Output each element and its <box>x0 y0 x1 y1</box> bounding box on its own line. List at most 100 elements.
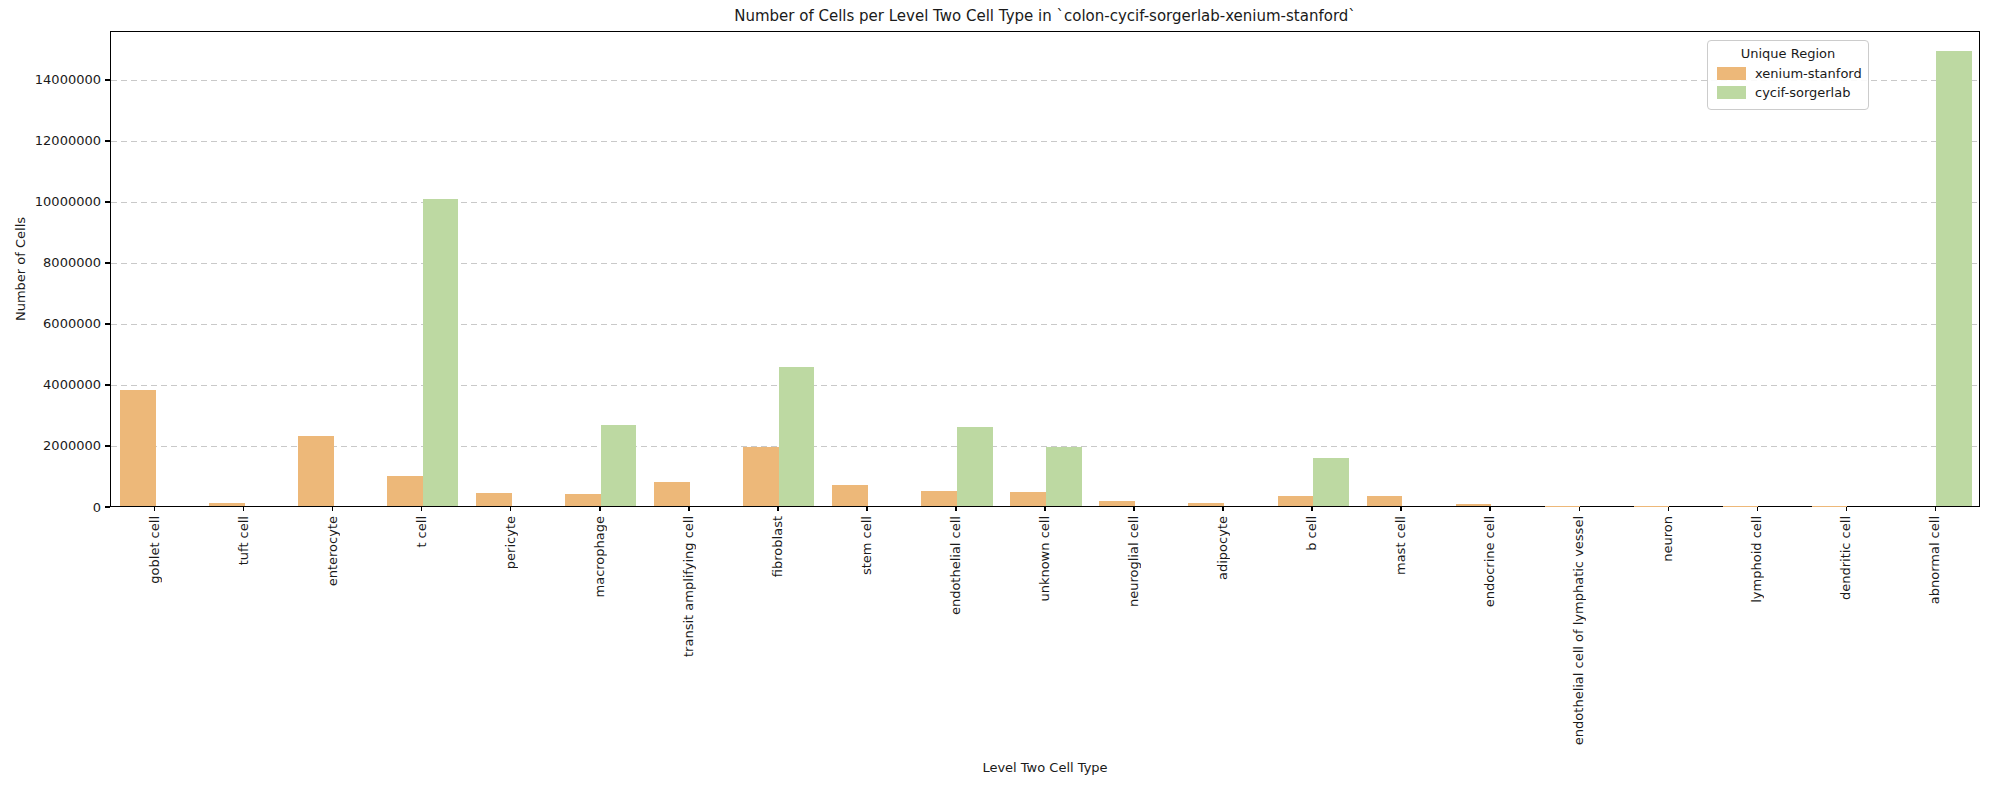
y-tick-label-2000000: 2000000 <box>21 439 101 452</box>
bar-xenium-stanford-enterocyte <box>298 436 334 506</box>
y-tick-mark <box>105 445 110 447</box>
x-tick-mark <box>1489 506 1491 511</box>
bar-chart-figure: Number of Cells per Level Two Cell Type … <box>0 0 1990 790</box>
bar-xenium-stanford-mast-cell <box>1367 496 1403 506</box>
x-tick-mark <box>421 506 423 511</box>
gridline-y-14000000 <box>111 80 1979 81</box>
x-tick-mark <box>1757 506 1759 511</box>
gridline-y-6000000 <box>111 324 1979 325</box>
x-tick-mark <box>1579 506 1581 511</box>
x-tick-label-t-cell: t cell <box>414 516 430 548</box>
x-tick-mark <box>1668 506 1670 511</box>
x-tick-mark <box>1311 506 1313 511</box>
gridline-y-12000000 <box>111 141 1979 142</box>
bar-xenium-stanford-endocrine-cell <box>1456 504 1492 506</box>
legend-entry-cycif-sorgerlab: cycif-sorgerlab <box>1717 83 1859 102</box>
y-tick-label-12000000: 12000000 <box>21 134 101 147</box>
bar-cycif-sorgerlab-b-cell <box>1313 458 1349 506</box>
x-tick-label-lymphoid-cell: lymphoid cell <box>1749 516 1765 603</box>
y-tick-mark <box>105 384 110 386</box>
x-tick-label-pericyte: pericyte <box>503 516 519 569</box>
x-tick-label-unknown-cell: unknown cell <box>1037 516 1053 602</box>
legend-title: Unique Region <box>1717 46 1859 61</box>
x-tick-mark <box>955 506 957 511</box>
x-tick-label-macrophage: macrophage <box>592 516 608 598</box>
bar-xenium-stanford-unknown-cell <box>1010 492 1046 506</box>
x-tick-label-goblet-cell: goblet cell <box>147 516 163 584</box>
x-tick-mark <box>777 506 779 511</box>
chart-title: Number of Cells per Level Two Cell Type … <box>110 7 1980 25</box>
bar-xenium-stanford-transit-amplifying-cell <box>654 482 690 506</box>
x-tick-label-b-cell: b cell <box>1304 516 1320 551</box>
gridline-y-10000000 <box>111 202 1979 203</box>
x-tick-label-endocrine-cell: endocrine cell <box>1482 516 1498 607</box>
legend: Unique Region xenium-stanford cycif-sorge… <box>1707 40 1869 110</box>
x-tick-mark <box>866 506 868 511</box>
bar-xenium-stanford-tuft-cell <box>209 503 245 506</box>
y-tick-mark <box>105 323 110 325</box>
gridline-y-8000000 <box>111 263 1979 264</box>
bar-xenium-stanford-t-cell <box>387 476 423 507</box>
gridline-y-2000000 <box>111 446 1979 447</box>
x-tick-label-stem-cell: stem cell <box>859 516 875 575</box>
x-tick-label-neuroglial-cell: neuroglial cell <box>1126 516 1142 607</box>
y-tick-label-8000000: 8000000 <box>21 256 101 269</box>
x-tick-label-tuft-cell: tuft cell <box>236 516 252 565</box>
bar-cycif-sorgerlab-unknown-cell <box>1046 447 1082 506</box>
x-tick-mark <box>688 506 690 511</box>
legend-swatch-xenium-stanford <box>1717 67 1746 80</box>
bar-xenium-stanford-endothelial-cell <box>921 491 957 506</box>
bar-xenium-stanford-macrophage <box>565 494 601 506</box>
bar-cycif-sorgerlab-endothelial-cell <box>957 427 993 506</box>
bar-xenium-stanford-stem-cell <box>832 485 868 506</box>
x-tick-label-transit-amplifying-cell: transit amplifying cell <box>681 516 697 657</box>
bar-cycif-sorgerlab-fibroblast <box>779 367 815 506</box>
bar-xenium-stanford-b-cell <box>1278 496 1314 506</box>
x-tick-mark <box>1133 506 1135 511</box>
bar-xenium-stanford-fibroblast <box>743 447 779 506</box>
legend-swatch-cycif-sorgerlab <box>1717 86 1746 99</box>
bar-cycif-sorgerlab-t-cell <box>423 199 459 506</box>
x-tick-label-dendritic-cell: dendritic cell <box>1838 516 1854 600</box>
x-tick-mark <box>1222 506 1224 511</box>
legend-entries: xenium-stanford cycif-sorgerlab <box>1717 64 1859 102</box>
x-tick-mark <box>599 506 601 511</box>
bar-xenium-stanford-pericyte <box>476 493 512 506</box>
bar-xenium-stanford-adipocyte <box>1188 503 1224 506</box>
y-tick-mark <box>105 262 110 264</box>
y-tick-mark <box>105 140 110 142</box>
y-tick-label-6000000: 6000000 <box>21 317 101 330</box>
y-tick-mark <box>105 506 110 508</box>
x-tick-label-abnormal-cell: abnormal cell <box>1927 516 1943 604</box>
x-tick-label-enterocyte: enterocyte <box>325 516 341 586</box>
x-tick-mark <box>154 506 156 511</box>
x-tick-mark <box>243 506 245 511</box>
x-tick-label-endothelial-cell-of-lymphatic-vessel: endothelial cell of lymphatic vessel <box>1571 516 1587 745</box>
x-tick-mark <box>332 506 334 511</box>
bar-xenium-stanford-goblet-cell <box>120 390 156 506</box>
legend-label-cycif-sorgerlab: cycif-sorgerlab <box>1755 85 1850 100</box>
y-tick-mark <box>105 79 110 81</box>
x-tick-mark <box>510 506 512 511</box>
x-tick-label-mast-cell: mast cell <box>1393 516 1409 575</box>
legend-entry-xenium-stanford: xenium-stanford <box>1717 64 1859 83</box>
x-tick-label-adipocyte: adipocyte <box>1215 516 1231 580</box>
x-axis-label: Level Two Cell Type <box>110 760 1980 775</box>
bar-cycif-sorgerlab-macrophage <box>601 425 637 506</box>
x-tick-mark <box>1400 506 1402 511</box>
plot-area <box>110 31 1980 507</box>
x-tick-label-neuron: neuron <box>1660 516 1676 562</box>
bar-cycif-sorgerlab-abnormal-cell <box>1936 51 1972 506</box>
legend-label-xenium-stanford: xenium-stanford <box>1755 66 1862 81</box>
y-tick-label-14000000: 14000000 <box>21 73 101 86</box>
y-tick-label-10000000: 10000000 <box>21 195 101 208</box>
x-tick-label-fibroblast: fibroblast <box>770 516 786 577</box>
gridline-y-4000000 <box>111 385 1979 386</box>
x-tick-mark <box>1044 506 1046 511</box>
x-tick-mark <box>1935 506 1937 511</box>
x-tick-mark <box>1846 506 1848 511</box>
y-tick-label-4000000: 4000000 <box>21 378 101 391</box>
x-tick-label-endothelial-cell: endothelial cell <box>948 516 964 615</box>
y-tick-mark <box>105 201 110 203</box>
bar-xenium-stanford-neuroglial-cell <box>1099 501 1135 506</box>
